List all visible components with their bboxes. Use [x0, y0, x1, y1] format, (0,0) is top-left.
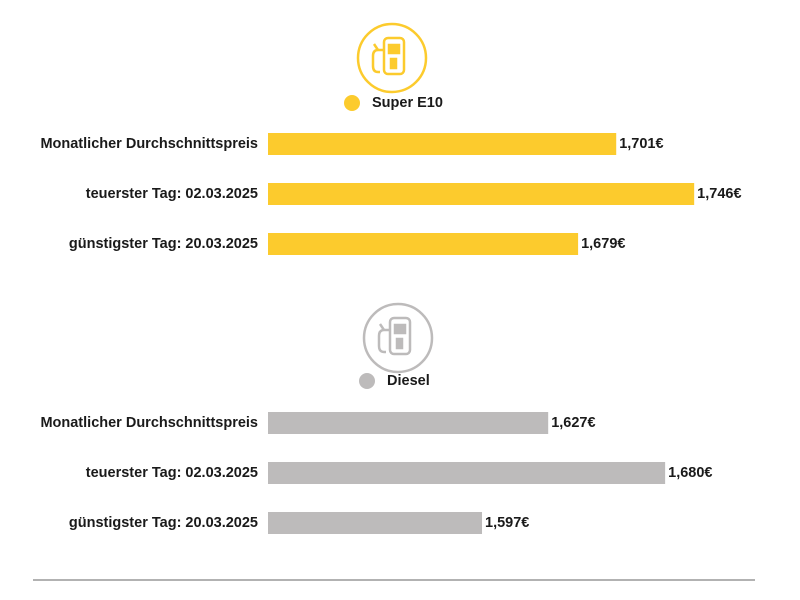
bar — [268, 233, 579, 255]
value-label: 1,627€ — [551, 415, 595, 431]
category-label: günstigster Tag: 20.03.2025 — [69, 515, 258, 531]
category-label: teuerster Tag: 02.03.2025 — [86, 186, 258, 202]
bar — [268, 412, 549, 434]
fuel-icon — [362, 302, 434, 374]
value-label: 1,597€ — [485, 515, 529, 531]
bar — [268, 462, 666, 484]
value-label: 1,701€ — [619, 136, 663, 152]
category-label: günstigster Tag: 20.03.2025 — [69, 236, 258, 252]
category-label: Monatlicher Durchschnittspreis — [40, 136, 258, 152]
category-label: teuerster Tag: 02.03.2025 — [86, 465, 258, 481]
legend-marker — [344, 95, 360, 111]
value-label: 1,680€ — [668, 465, 712, 481]
legend-label: Super E10 — [372, 95, 443, 111]
fuel-icon — [356, 22, 428, 94]
category-label: Monatlicher Durchschnittspreis — [40, 415, 258, 431]
bar — [268, 512, 483, 534]
legend-marker — [359, 373, 375, 389]
bar — [268, 133, 617, 155]
legend-label: Diesel — [387, 373, 430, 389]
value-label: 1,746€ — [697, 186, 741, 202]
value-label: 1,679€ — [581, 236, 625, 252]
bar — [268, 183, 695, 205]
